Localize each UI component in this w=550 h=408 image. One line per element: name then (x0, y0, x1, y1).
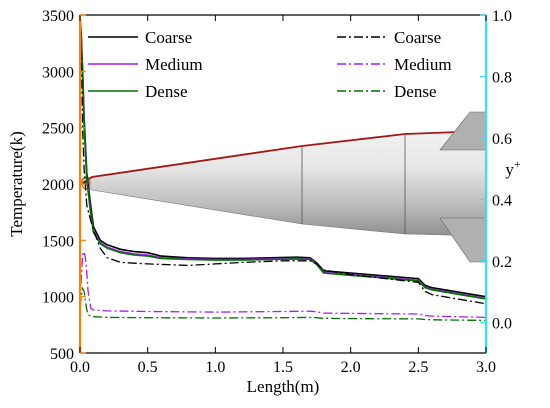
series-line-right-medium (80, 249, 486, 319)
legend-left-label: Medium (145, 55, 203, 74)
x-tick-label: 3.0 (476, 359, 496, 376)
y-left-tick-label: 1500 (42, 233, 74, 250)
x-tick-label: 1.5 (273, 359, 293, 376)
y-left-tick-label: 500 (50, 346, 74, 363)
legend-right-label: Medium (394, 55, 452, 74)
x-tick-label: 2.0 (341, 359, 361, 376)
x-tick-label: 0.5 (138, 359, 158, 376)
x-tick-label: 2.5 (408, 359, 428, 376)
y-left-tick-label: 3000 (42, 64, 74, 81)
series-line-right-dense (80, 286, 486, 322)
rocket-body (81, 130, 486, 237)
rocket-fin-lower (439, 217, 486, 263)
axes-layer: 0.0 0.5 1.0 1.5 2.0 2.5 3.0 500 1000 1500 2000 2500… (42, 8, 512, 376)
y-right-tick-label: 0.8 (492, 69, 512, 86)
y-axis-left-label: Temperature(k) (7, 131, 26, 236)
y-axis-right-label-base: y (505, 160, 514, 179)
series-layer (80, 17, 486, 322)
series-line-right-coarse (80, 45, 486, 305)
y-right-tick-label: 0.4 (492, 192, 512, 209)
legend-left: Coarse Medium Dense (88, 28, 203, 101)
y-right-tick-label: 0.0 (492, 315, 512, 332)
rocket-illustration (81, 111, 486, 263)
legend-right-label: Dense (394, 82, 436, 101)
y-axis-right-label: y+ (505, 157, 521, 179)
y-right-tick-label: 1.0 (492, 8, 512, 25)
rocket-fin-upper (439, 111, 486, 151)
x-tick-label: 1.0 (205, 359, 225, 376)
legend-left-label: Dense (145, 82, 187, 101)
legend-left-label: Coarse (145, 28, 192, 47)
y-right-tick-label: 0.2 (492, 254, 512, 271)
series-line-left-dense (80, 22, 486, 300)
legend-right-label: Coarse (394, 28, 441, 47)
x-tick-label: 0.0 (70, 359, 90, 376)
y-right-tick-label: 0.6 (492, 131, 512, 148)
y-left-tick-label: 2000 (42, 177, 74, 194)
y-left-tick-label: 3500 (42, 8, 74, 25)
x-axis-label: Length(m) (247, 377, 320, 396)
y-left-tick-label: 1000 (42, 290, 74, 307)
y-left-tick-label: 2500 (42, 121, 74, 138)
y-axis-right-label-sup: + (514, 157, 521, 171)
legend-right: Coarse Medium Dense (337, 28, 452, 101)
